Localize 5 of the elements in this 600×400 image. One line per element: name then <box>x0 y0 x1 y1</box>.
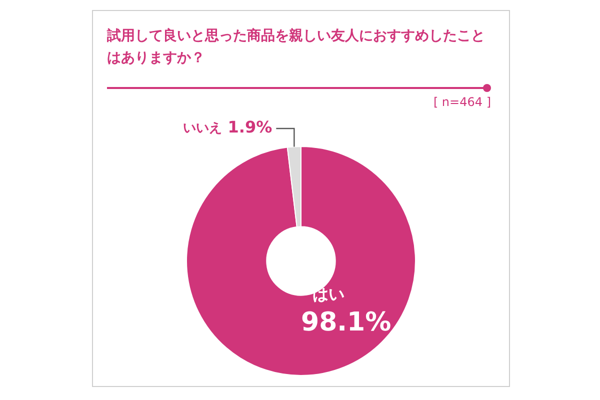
data-label: 1.9% <box>228 118 272 137</box>
data-label: 98.1% <box>301 308 392 338</box>
chart-title: 試用して良いと思った商品を親しい友人におすすめしたことはありますか？ <box>107 26 486 68</box>
slice-label: いいえ <box>182 120 222 136</box>
text: [ n=464 ] <box>433 95 491 109</box>
